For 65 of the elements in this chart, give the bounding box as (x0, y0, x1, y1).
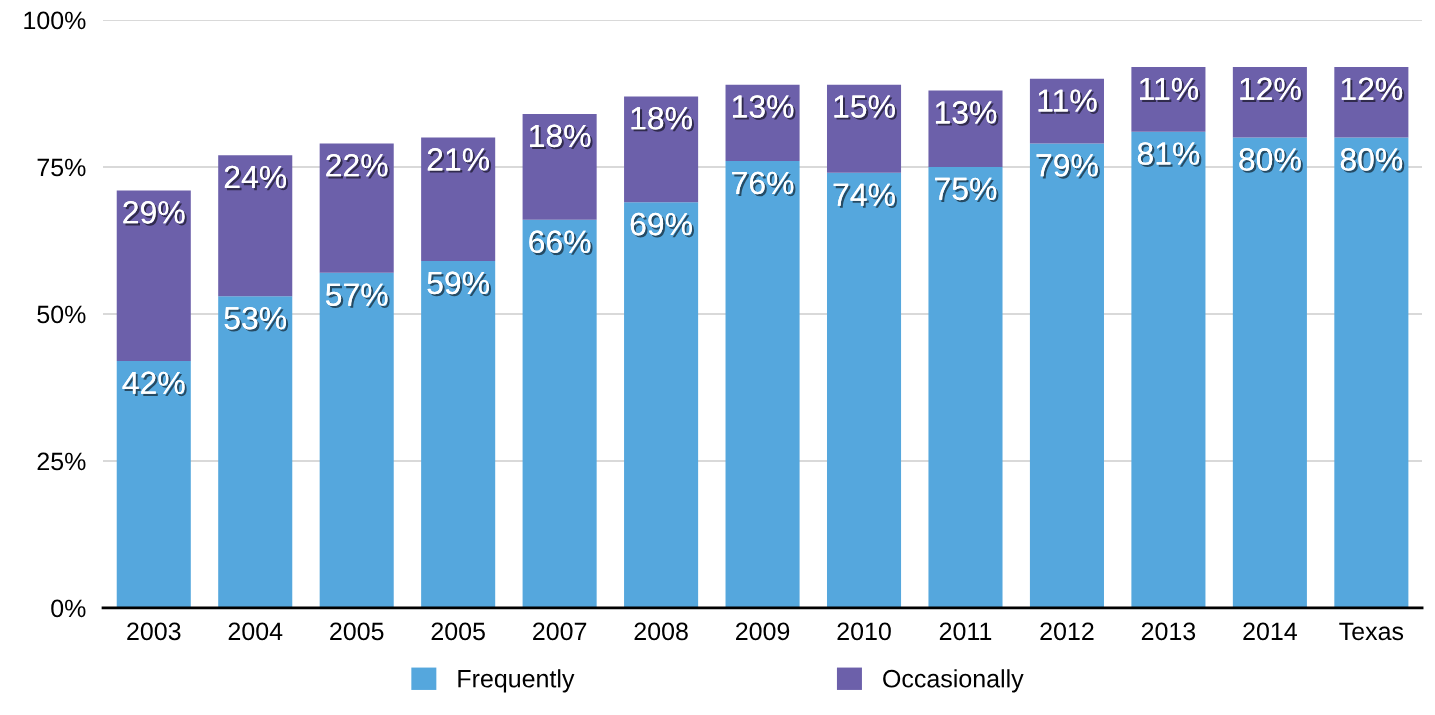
bar (421, 261, 496, 608)
x-tick-label: 2011 (939, 622, 992, 641)
bar (319, 272, 394, 608)
y-tick-label: 75% (37, 158, 86, 177)
data-label: 24% (224, 165, 289, 191)
x-tick-label: 2004 (228, 622, 283, 641)
data-label: 11% (1140, 77, 1201, 103)
bar (1334, 137, 1409, 608)
data-label: 15% (834, 95, 897, 120)
y-tick-label: 50% (37, 305, 86, 324)
bar (826, 172, 902, 608)
x-tick-label: 2003 (127, 622, 181, 641)
bar (218, 155, 293, 297)
bar (725, 161, 800, 608)
data-label: 81% (1137, 142, 1202, 167)
data-label: 12% (1341, 77, 1405, 103)
data-label: 11% (1038, 89, 1099, 114)
legend-label: Occasionally (883, 669, 1024, 693)
data-label: 76% (732, 171, 796, 197)
data-label: 12% (1240, 77, 1303, 103)
x-tick-label: Texas (1339, 622, 1404, 641)
bar (624, 202, 699, 608)
data-label: 22% (326, 154, 390, 179)
x-tick-label: 2008 (634, 622, 688, 641)
data-label: 57% (326, 283, 390, 309)
bar (1232, 137, 1307, 608)
data-label: 80% (1340, 148, 1405, 173)
y-tick-label: 100% (24, 11, 86, 30)
x-tick-label: 2010 (837, 622, 891, 641)
bar (1131, 131, 1206, 608)
bar (1029, 143, 1104, 608)
bar (522, 114, 597, 220)
y-tick-label: 25% (37, 452, 86, 471)
data-label: 18% (530, 124, 593, 150)
data-label: 75% (935, 177, 999, 203)
data-label: 69% (630, 212, 695, 238)
data-label: 74% (833, 183, 897, 208)
y-tick-label: 0% (51, 599, 86, 618)
bar (116, 361, 191, 608)
data-label: 80% (1239, 148, 1303, 173)
bar (522, 219, 597, 608)
bar (319, 143, 394, 273)
bar (116, 190, 191, 361)
x-tick-label: 2005 (330, 622, 384, 641)
data-label: 79% (1036, 154, 1100, 179)
x-tick-label: 2009 (736, 622, 790, 641)
legend-label: Frequently (458, 669, 575, 693)
data-label: 13% (733, 95, 796, 120)
x-tick-label: 2013 (1141, 622, 1196, 641)
data-label: 29% (123, 201, 187, 226)
x-tick-label: 2007 (533, 622, 587, 641)
data-label: 59% (427, 271, 492, 297)
bar (218, 296, 293, 608)
x-tick-label: 2005 (431, 622, 485, 641)
bar (928, 166, 1003, 608)
data-label: 21% (427, 148, 492, 173)
bar (624, 96, 699, 203)
data-label: 13% (935, 101, 999, 126)
x-tick-label: 2014 (1243, 622, 1297, 641)
data-label: 53% (224, 306, 289, 332)
bar (421, 137, 496, 262)
data-label: 18% (631, 106, 695, 132)
data-label: 66% (529, 230, 593, 256)
x-tick-label: 2012 (1040, 622, 1094, 641)
data-label: 42% (122, 371, 187, 397)
